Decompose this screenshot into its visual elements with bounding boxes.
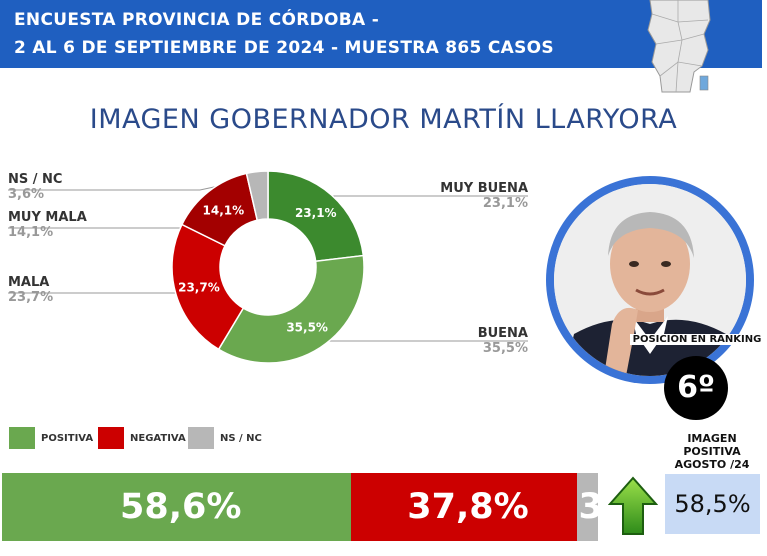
label-nsnc: NS / NC 3,6% — [8, 172, 62, 202]
ranking-label: POSICIÓN EN RANKING — [630, 334, 764, 345]
label-mala-name: MALA — [8, 275, 50, 290]
legend-nsnc-swatch — [188, 427, 214, 449]
governor-photo — [546, 176, 754, 384]
bar-segment-positiva: 58,6% — [2, 473, 352, 541]
donut-slice-buena — [217, 254, 365, 364]
label-mala: MALA 23,7% — [8, 275, 53, 305]
donut-data-label-buena: 35,5% — [286, 320, 328, 334]
header-line-2: 2 AL 6 DE SEPTIEMBRE DE 2024 - MUESTRA 8… — [14, 38, 554, 58]
up-arrow-icon — [608, 476, 658, 535]
label-muymala-name: MUY MALA — [8, 210, 87, 225]
label-nsnc-value: 3,6% — [8, 187, 45, 202]
legend-negativa: NEGATIVA — [98, 427, 186, 449]
legend-nsnc: NS / NC — [188, 427, 262, 449]
bar-segment-nsnc: 3,6% — [576, 473, 598, 541]
bar-label-positiva: 58,6% — [120, 487, 242, 527]
label-buena-value: 35,5% — [482, 341, 528, 356]
donut-data-label-muy-mala: 14,1% — [203, 204, 245, 218]
legend-positiva-swatch — [9, 427, 35, 449]
ranking-position-badge: 6º — [664, 356, 728, 420]
bar-label-nsnc: 3,6% — [578, 487, 598, 527]
donut-slice-nsnc — [245, 170, 269, 222]
donut-slice-mala — [171, 223, 245, 351]
label-buena-name: BUENA — [477, 326, 528, 341]
header-line-1: ENCUESTA PROVINCIA DE CÓRDOBA - — [14, 10, 380, 30]
portrait-illustration — [554, 184, 746, 376]
legend-negativa-label: NEGATIVA — [130, 432, 186, 444]
label-muybuena-name: MUY BUENA — [440, 181, 528, 196]
legend-positiva: POSITIVA — [9, 427, 93, 449]
label-nsnc-name: NS / NC — [8, 172, 63, 187]
donut-data-label-muy-buena: 23,1% — [295, 206, 337, 220]
label-muybuena-value: 23,1% — [482, 196, 528, 211]
header-banner: ENCUESTA PROVINCIA DE CÓRDOBA - 2 AL 6 D… — [0, 0, 762, 68]
agosto-label: IMAGEN POSITIVA AGOSTO /24 — [674, 432, 750, 471]
chart-title: IMAGEN GOBERNADOR MARTÍN LLARYORA — [89, 104, 678, 135]
legend-positiva-label: POSITIVA — [41, 432, 94, 444]
legend-negativa-swatch — [98, 427, 124, 449]
label-muybuena: MUY BUENA 23,1% — [400, 181, 528, 211]
bar-segment-negativa: 37,8% — [351, 473, 577, 541]
label-muymala-value: 14,1% — [8, 225, 54, 240]
bar-label-negativa: 37,8% — [407, 487, 529, 527]
label-buena: BUENA 35,5% — [400, 326, 528, 356]
governor-photo-inner — [554, 184, 746, 376]
cordoba-map-icon — [647, 0, 711, 93]
legend-nsnc-label: NS / NC — [220, 432, 262, 444]
donut-data-label-mala: 23,7% — [178, 280, 220, 294]
donut-slice-muy-buena — [267, 170, 365, 263]
label-mala-value: 23,7% — [8, 290, 54, 305]
agosto-value: 58,5% — [665, 474, 760, 534]
label-muymala: MUY MALA 14,1% — [8, 210, 87, 240]
